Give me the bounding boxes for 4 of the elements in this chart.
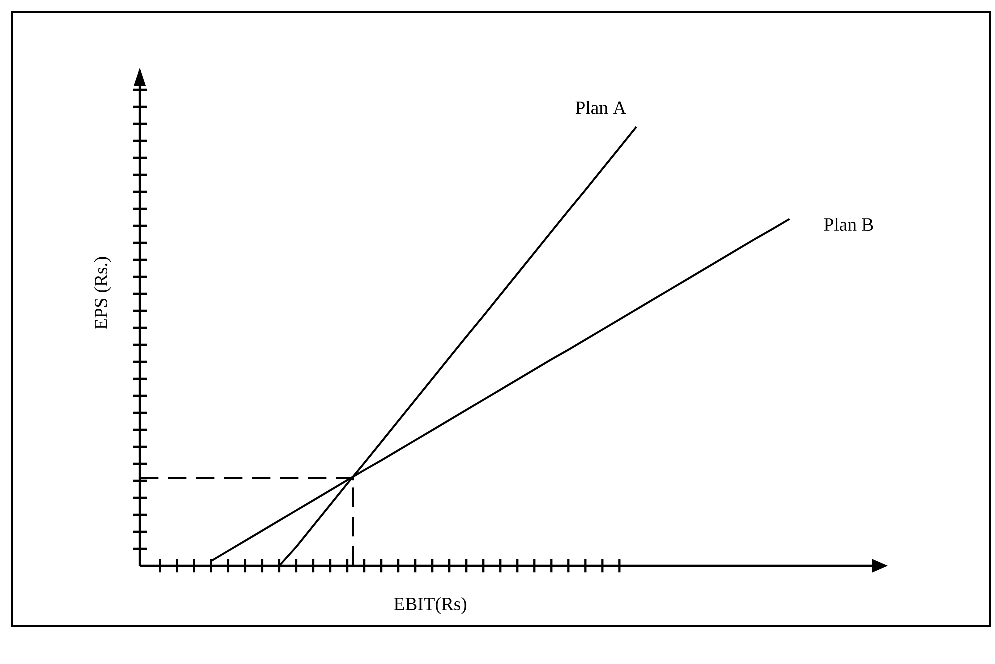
series-label: Plan B	[824, 218, 874, 232]
series-label: Plan A	[576, 101, 626, 114]
y-axis-title: EPS (Rs.)	[94, 257, 112, 330]
x-axis-title: EBIT(Rs)	[394, 597, 467, 614]
